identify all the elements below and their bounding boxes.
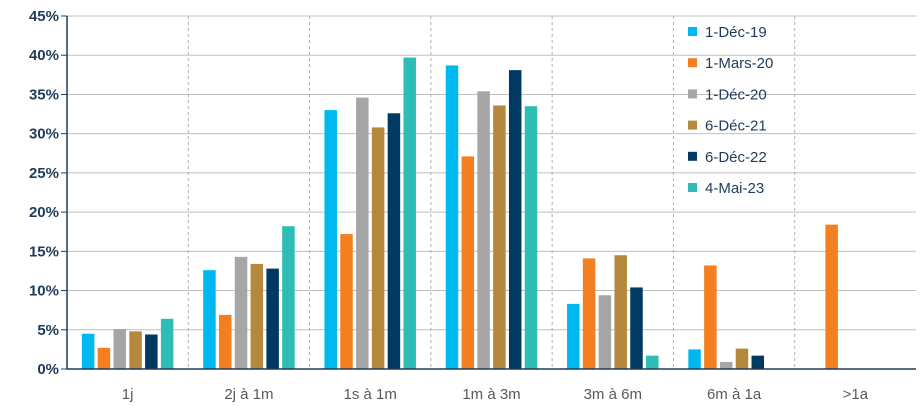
y-tick-label: 0% [37,361,59,378]
legend-swatch [688,183,697,192]
y-tick-label: 20% [29,204,59,221]
bar-3-3 [493,105,506,369]
bar-3-4 [614,255,627,369]
legend-label: 6-Déc-21 [705,118,767,135]
x-tick-label: >1a [843,386,869,403]
bar-0-0 [81,333,95,369]
x-tick-labels: 1j 2j à 1m 1s à 1m 1m à 3m 3m à 6m 6m à 1a >1a [122,386,869,403]
axes [66,16,916,370]
bar-2-5 [719,361,733,369]
y-tick-label: 15% [29,243,59,260]
bar-1-1 [218,314,232,369]
bar-4-2 [387,113,401,369]
y-tick-label: 35% [29,86,59,103]
bar-5-1 [282,226,295,369]
bar-3-0 [129,331,142,369]
legend-label: 4-Mai-23 [705,180,764,197]
y-tick-label: 30% [29,126,59,143]
bar-2-1 [234,256,248,369]
legend-swatch [688,151,697,161]
x-tick-label: 3m à 6m [584,386,642,403]
legend-label: 1-Déc-19 [705,24,767,41]
legend-label: 6-Déc-22 [705,149,767,166]
bar-0-4 [567,303,580,369]
bar-1-0 [97,347,111,369]
legend-label: 1-Déc-20 [705,86,767,103]
bar-1-4 [582,258,596,369]
legend-swatch [688,58,697,68]
bar-2-2 [356,97,369,370]
bar-1-5 [704,265,717,369]
legend-label: 1-Mars-20 [705,55,773,72]
bar-4-3 [508,70,522,370]
legend: 1-Déc-19 1-Mars-20 1-Déc-20 6-Déc-21 6-Déc-2… [688,24,773,197]
category-separators [187,16,796,369]
y-tick-labels: 0% 5% 10% 15% 20% 25% 30% 35% 40% 45% [29,8,59,378]
bar-1-2 [340,234,353,369]
y-tick-label: 10% [29,283,59,300]
bar-0-2 [324,110,337,369]
y-tick-label: 40% [29,47,59,64]
bar-0-5 [688,349,701,369]
x-tick-label: 1s à 1m [344,386,397,403]
bar-5-3 [524,106,538,369]
legend-swatch [688,27,697,36]
x-tick-label: 2j à 1m [224,386,273,403]
bar-3-5 [735,348,749,369]
x-tick-label: 1j [122,386,134,403]
bar-2-3 [477,91,490,369]
legend-swatch [688,120,697,130]
bar-5-2 [403,57,416,369]
bar-4-5 [751,355,765,369]
x-tick-label: 1m à 3m [462,386,520,403]
legend-swatch [688,89,697,99]
y-tick-label: 45% [29,8,59,25]
bar-3-1 [250,263,264,369]
bar-5-4 [646,355,659,369]
bar-4-1 [266,268,279,369]
y-tick-label: 5% [37,322,59,339]
x-tick-label: 6m à 1a [707,386,762,403]
bar-2-0 [113,328,126,369]
bar-3-2 [371,127,385,369]
bar-2-4 [598,295,612,369]
bar-0-1 [203,270,216,369]
bar-1-3 [461,156,475,369]
y-tick-label: 25% [29,165,59,182]
bar-5-0 [160,318,174,369]
bar-4-4 [630,287,643,369]
bar-0-3 [445,65,459,370]
bars [81,57,838,370]
bar-4-0 [145,334,158,369]
bar-1-6 [825,224,838,369]
